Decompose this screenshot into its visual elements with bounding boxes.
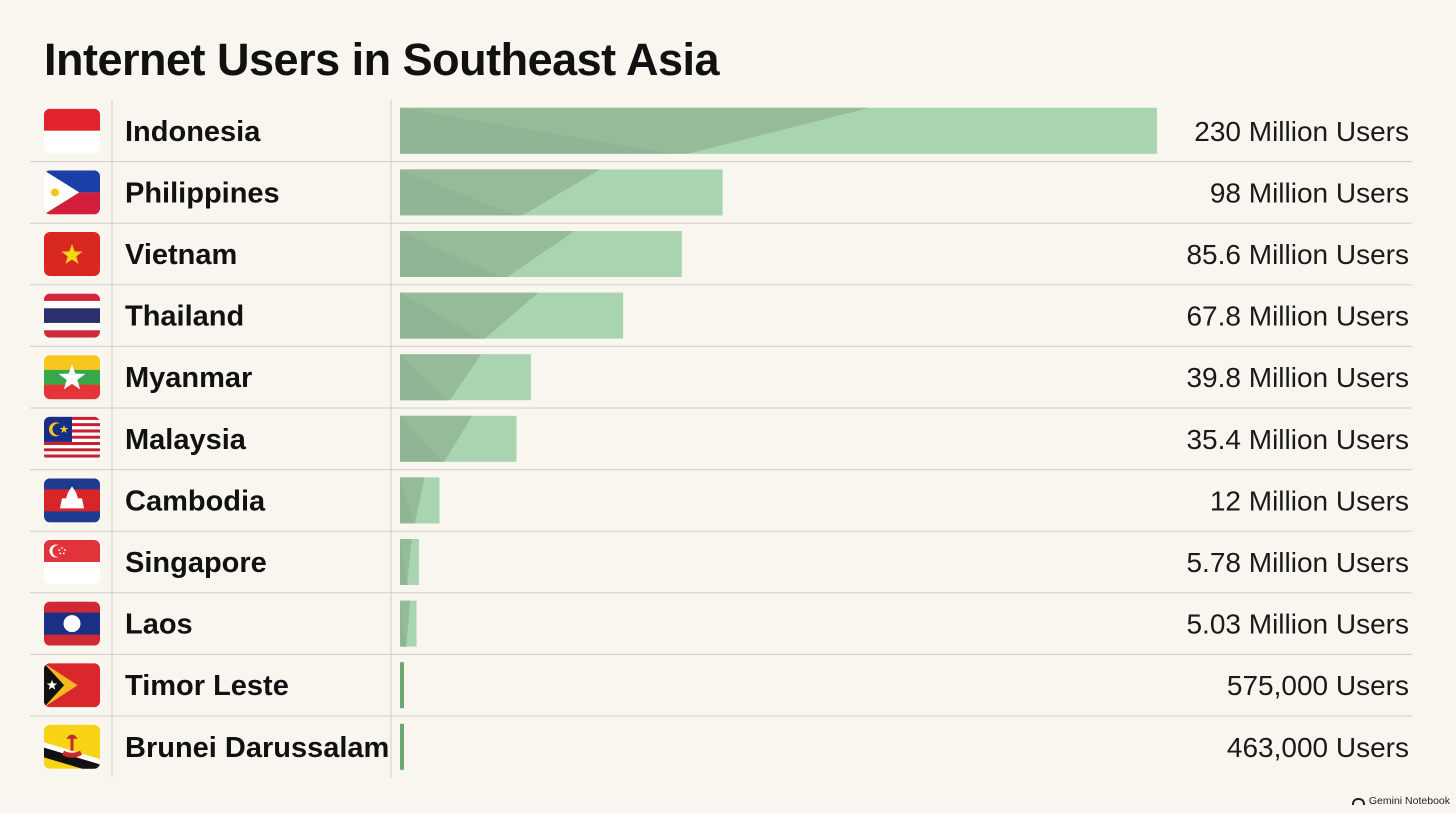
chart-title: Internet Users in Southeast Asia xyxy=(44,34,720,85)
bar-shade xyxy=(400,539,412,585)
bar-shade xyxy=(400,107,870,154)
bar-shade xyxy=(400,169,600,216)
bar xyxy=(400,662,404,709)
bar-shade xyxy=(400,354,448,401)
value-label: 12 Million Users xyxy=(1210,485,1409,516)
bar-shade xyxy=(400,477,415,524)
chart-row: Philippines 98 Million Users xyxy=(44,169,1409,216)
brunei-flag-icon xyxy=(44,724,100,769)
chart-row: Brunei Darussalam 463,000 Users xyxy=(44,723,1409,770)
chart-row: Laos 5.03 Million Users xyxy=(44,600,1409,647)
category-label: Cambodia xyxy=(125,485,266,517)
timor-leste-flag-icon xyxy=(44,663,100,708)
value-label: 35.4 Million Users xyxy=(1186,424,1409,455)
singapore-flag-icon xyxy=(44,540,100,584)
value-label: 85.6 Million Users xyxy=(1186,239,1409,270)
value-label: 463,000 Users xyxy=(1227,732,1409,763)
bar xyxy=(400,169,723,216)
chart-row: Indonesia 230 Million Users xyxy=(44,107,1409,154)
bar-shade xyxy=(400,231,502,277)
category-label: Malaysia xyxy=(125,424,247,456)
bar-shade xyxy=(400,169,517,216)
indonesia-flag-icon xyxy=(44,108,100,153)
watermark: Gemini Notebook xyxy=(1351,795,1450,807)
category-label: Vietnam xyxy=(125,239,237,271)
value-label: 230 Million Users xyxy=(1194,116,1409,147)
value-label: 5.78 Million Users xyxy=(1186,547,1409,578)
laos-flag-icon xyxy=(44,601,100,646)
bar xyxy=(400,415,517,462)
grid-lines xyxy=(30,100,1412,778)
thailand-flag-icon xyxy=(44,293,100,338)
vietnam-flag-icon xyxy=(44,232,100,276)
bar-shade xyxy=(400,539,407,585)
bar xyxy=(400,723,404,770)
chart-row: Singapore 5.78 Million Users xyxy=(44,539,1409,585)
bar xyxy=(400,292,624,339)
category-label: Thailand xyxy=(125,301,244,333)
category-label: Laos xyxy=(125,609,193,641)
category-label: Indonesia xyxy=(125,116,261,148)
value-label: 39.8 Million Users xyxy=(1186,362,1409,393)
value-label: 67.8 Million Users xyxy=(1186,301,1409,332)
bar xyxy=(400,231,682,277)
bar-shade xyxy=(400,600,411,647)
bar-shade xyxy=(400,107,673,154)
philippines-flag-icon xyxy=(44,170,100,215)
category-label: Brunei Darussalam xyxy=(125,732,389,764)
bar-shade xyxy=(400,477,425,524)
value-label: 575,000 Users xyxy=(1227,670,1409,701)
gemini-logo-icon xyxy=(1351,797,1365,805)
bar xyxy=(400,107,1157,154)
chart-row: Thailand 67.8 Million Users xyxy=(44,292,1409,339)
bar-shade xyxy=(400,415,473,462)
bar xyxy=(400,477,440,524)
chart-row: Malaysia 35.4 Million Users xyxy=(44,415,1409,462)
chart-row: Myanmar 39.8 Million Users xyxy=(44,354,1409,401)
malaysia-flag-icon xyxy=(44,416,100,461)
category-label: Philippines xyxy=(125,177,280,209)
watermark-text: Gemini Notebook xyxy=(1368,795,1450,807)
category-label: Timor Leste xyxy=(125,670,289,702)
chart-rows: Indonesia 230 Million Users Philippines 98 … xyxy=(44,107,1409,770)
bar-shade xyxy=(400,415,442,462)
bar-shade xyxy=(400,292,539,339)
bar xyxy=(400,354,531,401)
chart-row: Cambodia 12 Million Users xyxy=(44,477,1409,524)
chart-row: Vietnam 85.6 Million Users xyxy=(44,231,1409,277)
bar xyxy=(400,539,420,585)
bar xyxy=(400,600,417,647)
cambodia-flag-icon xyxy=(44,478,100,523)
category-label: Singapore xyxy=(125,547,267,579)
value-label: 5.03 Million Users xyxy=(1186,609,1409,640)
bar-shade xyxy=(400,231,575,277)
bar-shade xyxy=(400,292,481,339)
category-label: Myanmar xyxy=(125,362,252,394)
myanmar-flag-icon xyxy=(44,355,100,400)
chart-row: Timor Leste 575,000 Users xyxy=(44,662,1409,709)
value-label: 98 Million Users xyxy=(1210,177,1409,208)
bar-shade xyxy=(400,600,406,647)
bar-shade xyxy=(400,354,482,401)
